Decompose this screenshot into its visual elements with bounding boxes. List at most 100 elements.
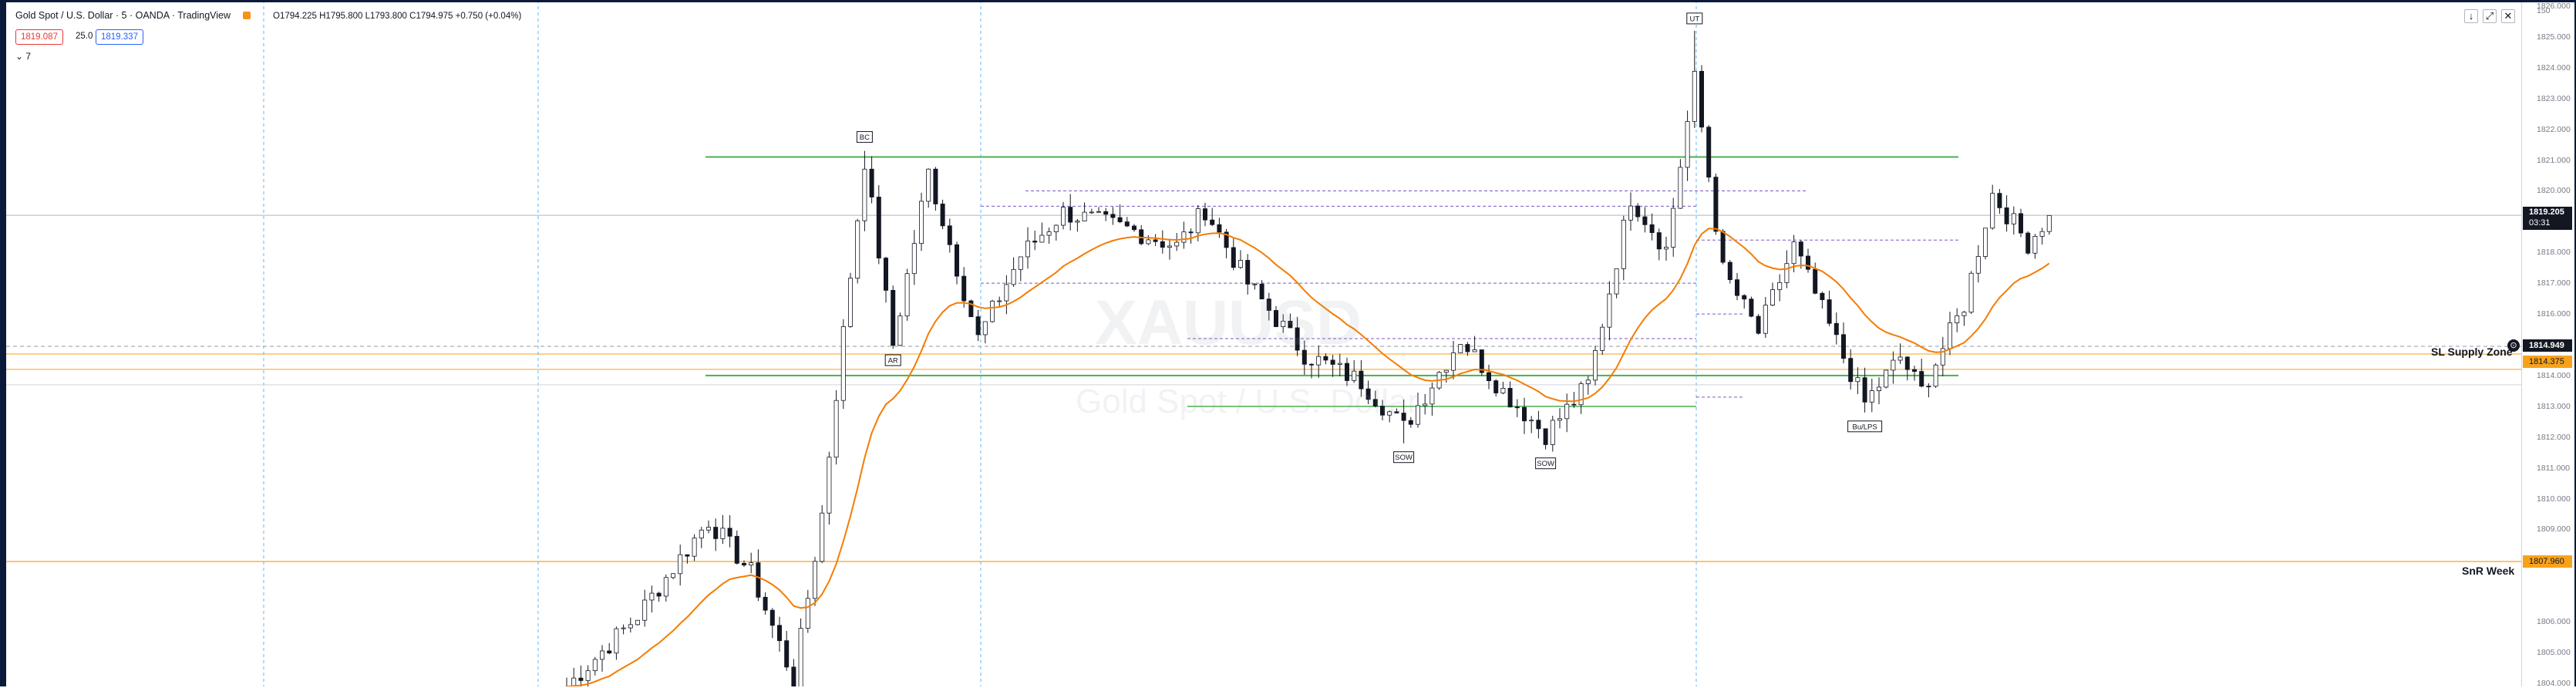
price-tick: 1821.000 — [2537, 155, 2571, 165]
candle-body — [1281, 320, 1286, 327]
candle-body — [1784, 263, 1790, 283]
candle-body — [1961, 312, 1967, 316]
candle-body — [1685, 121, 1690, 168]
price-tick: 1825.000 — [2537, 32, 2571, 42]
candle-body — [1600, 326, 1605, 351]
candle-body — [1557, 418, 1563, 421]
candle-body — [713, 527, 719, 539]
candle-body — [1564, 403, 1570, 420]
candle-body — [1429, 387, 1435, 405]
candle-body — [1231, 247, 1236, 268]
candle-body — [1387, 411, 1392, 416]
candle-body — [1352, 370, 1357, 381]
candle-body — [1266, 298, 1271, 311]
price-tick: 1811.000 — [2537, 463, 2571, 473]
candle-body — [1117, 217, 1123, 223]
candle-body — [756, 562, 761, 598]
candle-body — [1734, 279, 1739, 296]
candle-body — [734, 535, 739, 564]
candle-body — [2025, 232, 2031, 254]
candle-body — [1316, 356, 1322, 366]
candle-body — [1103, 211, 1109, 215]
close-icon[interactable]: ✕ — [2501, 9, 2515, 23]
wyckoff-label-box — [1686, 12, 1703, 25]
market-flag-icon — [242, 12, 251, 19]
price-tick-top: 150 — [2537, 6, 2551, 15]
symbol-title[interactable]: Gold Spot / U.S. Dollar · 5 · OANDA · Tr… — [15, 10, 231, 21]
candle-body — [955, 244, 960, 277]
candle-body — [1678, 167, 1683, 209]
candle-body — [1401, 413, 1406, 421]
candle-body — [1330, 359, 1335, 365]
candle-body — [1763, 305, 1768, 334]
candle-body — [2046, 214, 2052, 232]
candle-body — [1848, 358, 1854, 383]
candle-body — [1834, 322, 1839, 336]
candle-body — [1132, 225, 1137, 231]
chart-legend: Gold Spot / U.S. Dollar · 5 · OANDA · Tr… — [15, 9, 521, 22]
candle-body — [919, 201, 924, 245]
candle-body — [1982, 228, 1988, 257]
top-border — [0, 0, 2576, 2]
candle-body — [600, 650, 605, 660]
scroll-down-icon[interactable]: ↓ — [2464, 9, 2478, 23]
candle-body — [1082, 211, 1087, 221]
snr-week-label: SnR Week — [2462, 565, 2515, 577]
candle-body — [1018, 256, 1023, 270]
price-tick: 1814.000 — [2537, 370, 2571, 380]
candle-body — [1238, 260, 1244, 268]
candle-body — [1075, 221, 1080, 223]
candle-body — [763, 596, 768, 611]
candle-body — [926, 168, 931, 202]
candle-body — [1394, 411, 1399, 413]
candle-body — [1706, 126, 1712, 178]
maximize-icon[interactable]: ⤢ — [2483, 9, 2497, 23]
candle-body — [1543, 428, 1548, 445]
candle-body — [1884, 369, 1889, 388]
candle-body — [891, 289, 896, 346]
candle-body — [1621, 219, 1626, 269]
candle-body — [1053, 224, 1059, 232]
candle-body — [607, 650, 612, 654]
candle-body — [1536, 420, 1541, 430]
candle-body — [1274, 310, 1279, 327]
candle-body — [855, 220, 860, 279]
crosshair-add-icon[interactable]: ⊙ — [2507, 339, 2520, 352]
candle-body — [1365, 388, 1371, 400]
candle-body — [777, 625, 783, 642]
candle-body — [1203, 208, 1208, 221]
candle-body — [1423, 403, 1428, 406]
price-tick: 1804.000 — [2537, 679, 2571, 688]
indicators-toggle[interactable]: ⌄ 7 — [15, 51, 31, 62]
candle-body — [1798, 241, 1803, 257]
candle-body — [805, 598, 810, 629]
candle-body — [1791, 241, 1796, 265]
watermark-name: Gold Spot / U.S. Dollar — [1076, 383, 1419, 420]
candle-body — [997, 300, 1002, 302]
candle-body — [1408, 420, 1413, 425]
candle-body — [1869, 390, 1874, 403]
candle-body — [1359, 370, 1364, 390]
candle-body — [1217, 224, 1222, 233]
candle-body — [933, 168, 938, 204]
ema-line — [566, 228, 2050, 686]
candle-body — [1592, 350, 1598, 381]
left-border — [0, 0, 6, 686]
candle-body — [1911, 369, 1917, 372]
price-tick: 1823.000 — [2537, 93, 2571, 103]
candle-body — [1146, 239, 1151, 245]
candle-body — [1160, 241, 1165, 248]
candle-body — [2011, 213, 2016, 224]
candle-body — [1309, 363, 1315, 366]
candle-body — [1500, 387, 1506, 393]
candle-body — [1947, 322, 1952, 349]
candle-body — [592, 659, 598, 672]
ask-price-button[interactable]: 1819.337 — [96, 29, 143, 45]
candle-body — [1692, 71, 1697, 122]
candle-body — [1607, 293, 1612, 328]
bid-price-button[interactable]: 1819.087 — [15, 29, 63, 45]
candle-body — [614, 628, 619, 654]
candle-body — [1699, 71, 1704, 128]
candle-body — [1529, 420, 1534, 422]
